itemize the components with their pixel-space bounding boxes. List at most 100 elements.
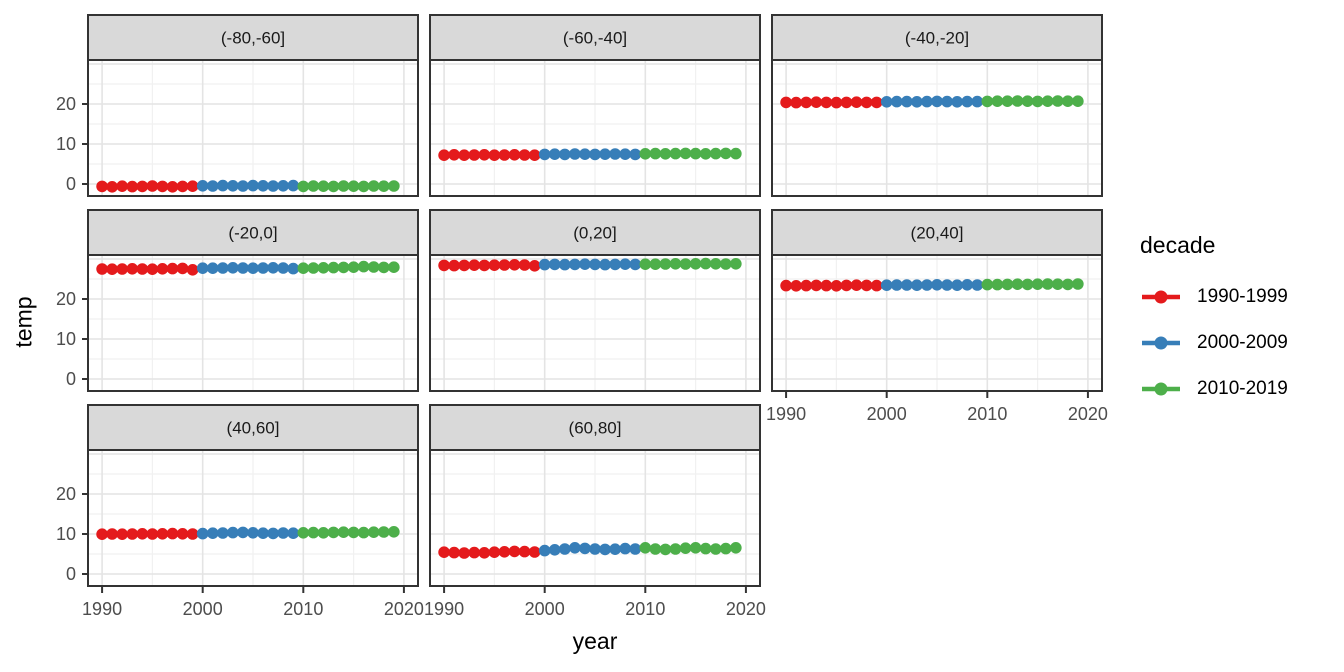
data-point: [669, 543, 682, 555]
data-point: [357, 526, 370, 539]
data-point: [498, 259, 511, 271]
y-tick-label: 10: [56, 524, 76, 544]
data-point: [206, 262, 219, 275]
data-point: [800, 96, 813, 109]
data-point: [1051, 95, 1064, 107]
data-point: [388, 261, 400, 274]
facet-strip-label: (-80,-60]: [221, 29, 285, 48]
data-point: [478, 259, 491, 272]
facet-strip: [771, 209, 1103, 256]
data-point: [538, 148, 551, 161]
facet-strip: [87, 404, 419, 451]
data-point: [277, 262, 289, 274]
data-point: [186, 528, 199, 540]
data-point: [649, 147, 662, 160]
data-point: [629, 258, 642, 271]
y-tick-label: 10: [56, 329, 76, 349]
data-point: [508, 259, 521, 271]
data-point: [488, 149, 501, 161]
data-point: [548, 148, 561, 160]
facet-strip: [429, 14, 761, 61]
data-point: [237, 180, 249, 192]
data-point: [478, 149, 491, 161]
facet-strip: [429, 404, 761, 451]
data-point: [327, 180, 340, 193]
data-point: [790, 96, 802, 109]
data-point: [820, 96, 833, 109]
x-tick-label: 1990: [82, 599, 122, 619]
data-point: [337, 261, 350, 274]
data-point: [448, 546, 460, 559]
y-axis-title: temp: [10, 296, 37, 348]
data-point: [458, 259, 471, 272]
x-tick-label: 2010: [625, 599, 665, 619]
data-point: [498, 149, 511, 161]
data-point: [176, 528, 189, 540]
data-point: [156, 263, 169, 275]
data-point: [689, 258, 702, 270]
data-point: [136, 528, 149, 540]
data-point: [377, 180, 390, 192]
data-point: [126, 263, 139, 275]
data-point: [559, 148, 571, 161]
legend-key-icon: [1142, 382, 1180, 396]
data-point: [559, 258, 571, 271]
data-point: [287, 527, 300, 539]
data-point: [860, 279, 873, 292]
data-point: [227, 262, 239, 274]
legend-key-icon: [1142, 336, 1180, 350]
data-point: [1072, 95, 1084, 107]
x-tick-label: 2010: [283, 599, 323, 619]
data-point: [569, 148, 581, 160]
data-point: [619, 258, 631, 271]
data-point: [217, 262, 229, 274]
data-point: [337, 526, 350, 538]
data-point: [166, 527, 179, 540]
data-point: [1021, 278, 1034, 291]
data-point: [1031, 95, 1044, 108]
data-point: [176, 262, 189, 275]
data-point: [911, 279, 923, 292]
data-point: [247, 179, 259, 192]
legend-entry-2010-2019: 2010-2019: [1140, 376, 1288, 402]
data-point: [870, 96, 883, 109]
data-point: [196, 180, 209, 192]
y-tick-label: 0: [66, 369, 76, 389]
data-point: [357, 260, 370, 273]
data-point: [488, 259, 501, 272]
data-point: [116, 528, 129, 540]
data-point: [327, 261, 340, 274]
facet-strip-label: (40,60]: [227, 419, 280, 438]
data-point: [609, 258, 621, 271]
data-point: [548, 544, 561, 556]
data-point: [719, 542, 732, 555]
data-point: [488, 546, 501, 558]
data-point: [96, 528, 108, 540]
y-tick-label: 20: [56, 289, 76, 309]
data-point: [106, 263, 118, 276]
data-point: [548, 258, 561, 271]
data-point: [106, 528, 118, 540]
data-point: [699, 148, 712, 160]
data-point: [981, 95, 994, 108]
data-point: [719, 147, 732, 160]
x-tick-label: 2000: [867, 404, 907, 424]
y-tick-label: 0: [66, 174, 76, 194]
data-point: [337, 180, 350, 192]
data-point: [297, 527, 310, 539]
data-point: [709, 258, 722, 270]
y-tick-label: 10: [56, 134, 76, 154]
data-point: [327, 526, 340, 539]
data-point: [921, 95, 933, 108]
data-point: [317, 180, 330, 192]
facet-strip-label: (20,40]: [911, 224, 964, 243]
x-axis-title: year: [572, 628, 618, 654]
data-point: [951, 279, 963, 292]
data-point: [810, 96, 823, 108]
data-point: [217, 179, 229, 192]
data-point: [699, 542, 712, 555]
data-point: [719, 258, 732, 270]
data-point: [609, 148, 621, 160]
data-point: [599, 148, 611, 160]
